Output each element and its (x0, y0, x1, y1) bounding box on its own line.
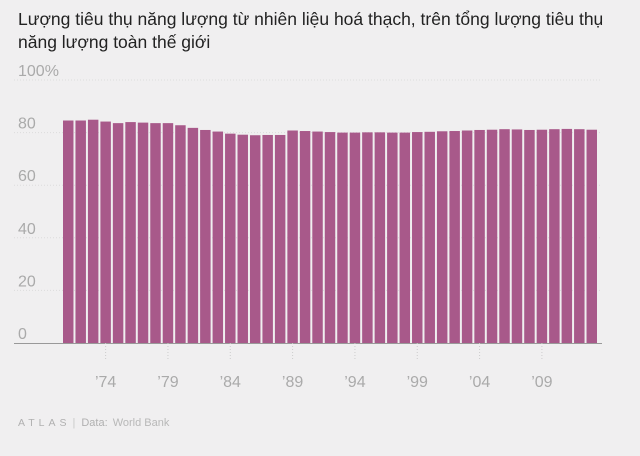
chart-title: Lượng tiêu thụ năng lượng từ nhiên liệu … (18, 9, 604, 52)
bar-1987 (262, 134, 273, 343)
x-tick-label: ’09 (531, 374, 552, 391)
bar-1996 (374, 132, 386, 343)
bar-2000 (424, 131, 435, 343)
bar-2005 (486, 129, 498, 343)
bar-1999 (412, 132, 423, 343)
bar-2010 (549, 129, 560, 343)
x-tick-label: ’94 (344, 374, 365, 391)
bar-1993 (337, 132, 348, 343)
source-name: World Bank (112, 417, 170, 429)
footer: ATLAS | Data: World Bank (18, 417, 169, 429)
bar-2002 (449, 131, 460, 343)
bar-1982 (200, 129, 211, 343)
footer-separator: | (72, 417, 76, 429)
bar-1995 (362, 132, 373, 343)
bar-1981 (187, 127, 199, 344)
bar-1994 (349, 132, 361, 343)
x-tick-label: ’84 (220, 374, 241, 391)
y-tick-label: 100% (18, 63, 59, 80)
y-tick-labels: 0 20 40 60 80 100% (18, 63, 59, 343)
x-tick-label: ’89 (282, 374, 303, 391)
bar-1973 (87, 119, 99, 344)
y-tick-label: 20 (18, 273, 36, 290)
y-tick-label: 80 (18, 116, 36, 133)
x-tick-label: ’04 (469, 374, 490, 391)
bar-1976 (125, 122, 136, 343)
x-tick-labels: ’74 ’79 ’84 ’89 ’94 ’99 ’04 ’09 (95, 343, 553, 391)
bar-1972 (75, 120, 86, 343)
bar-2001 (436, 131, 448, 343)
bar-2007 (511, 129, 523, 343)
bar-1983 (212, 131, 224, 343)
y-tick-label: 40 (18, 221, 36, 238)
bar-1979 (162, 123, 174, 343)
bar-1991 (312, 131, 323, 343)
bar-1988 (274, 134, 286, 343)
bar-1985 (237, 134, 248, 343)
atlas-logo: ATLAS (18, 417, 71, 429)
source-label: Data: (81, 417, 108, 429)
x-tick-label: ’74 (95, 374, 116, 391)
bar-1974 (100, 121, 111, 343)
bar-2009 (536, 129, 548, 343)
bars (63, 119, 597, 344)
bar-1986 (249, 135, 261, 343)
bar-1998 (399, 132, 411, 343)
bar-2006 (499, 129, 510, 343)
bar-1978 (150, 123, 161, 343)
y-tick-label: 60 (18, 168, 36, 185)
bar-2012 (574, 129, 585, 343)
bar-1975 (112, 123, 124, 343)
bar-chart: 0 20 40 60 80 100% ’74 ’79 ’84 ’89 ’94 ’99 ’04 ’09 (14, 63, 602, 391)
bar-1990 (299, 131, 311, 343)
y-tick-label: 0 (18, 326, 27, 343)
bar-1980 (175, 125, 186, 344)
bar-1992 (324, 132, 336, 343)
bar-2013 (586, 129, 597, 343)
bar-2004 (474, 129, 485, 343)
bar-1984 (225, 133, 236, 343)
bar-1989 (287, 130, 298, 343)
bar-2003 (461, 130, 473, 343)
bar-1977 (137, 122, 149, 343)
x-tick-label: ’79 (157, 374, 178, 391)
bar-2011 (561, 128, 573, 343)
bar-1997 (387, 132, 398, 343)
bar-2008 (524, 129, 535, 343)
x-tick-label: ’99 (407, 374, 428, 391)
bar-1971 (63, 120, 74, 343)
